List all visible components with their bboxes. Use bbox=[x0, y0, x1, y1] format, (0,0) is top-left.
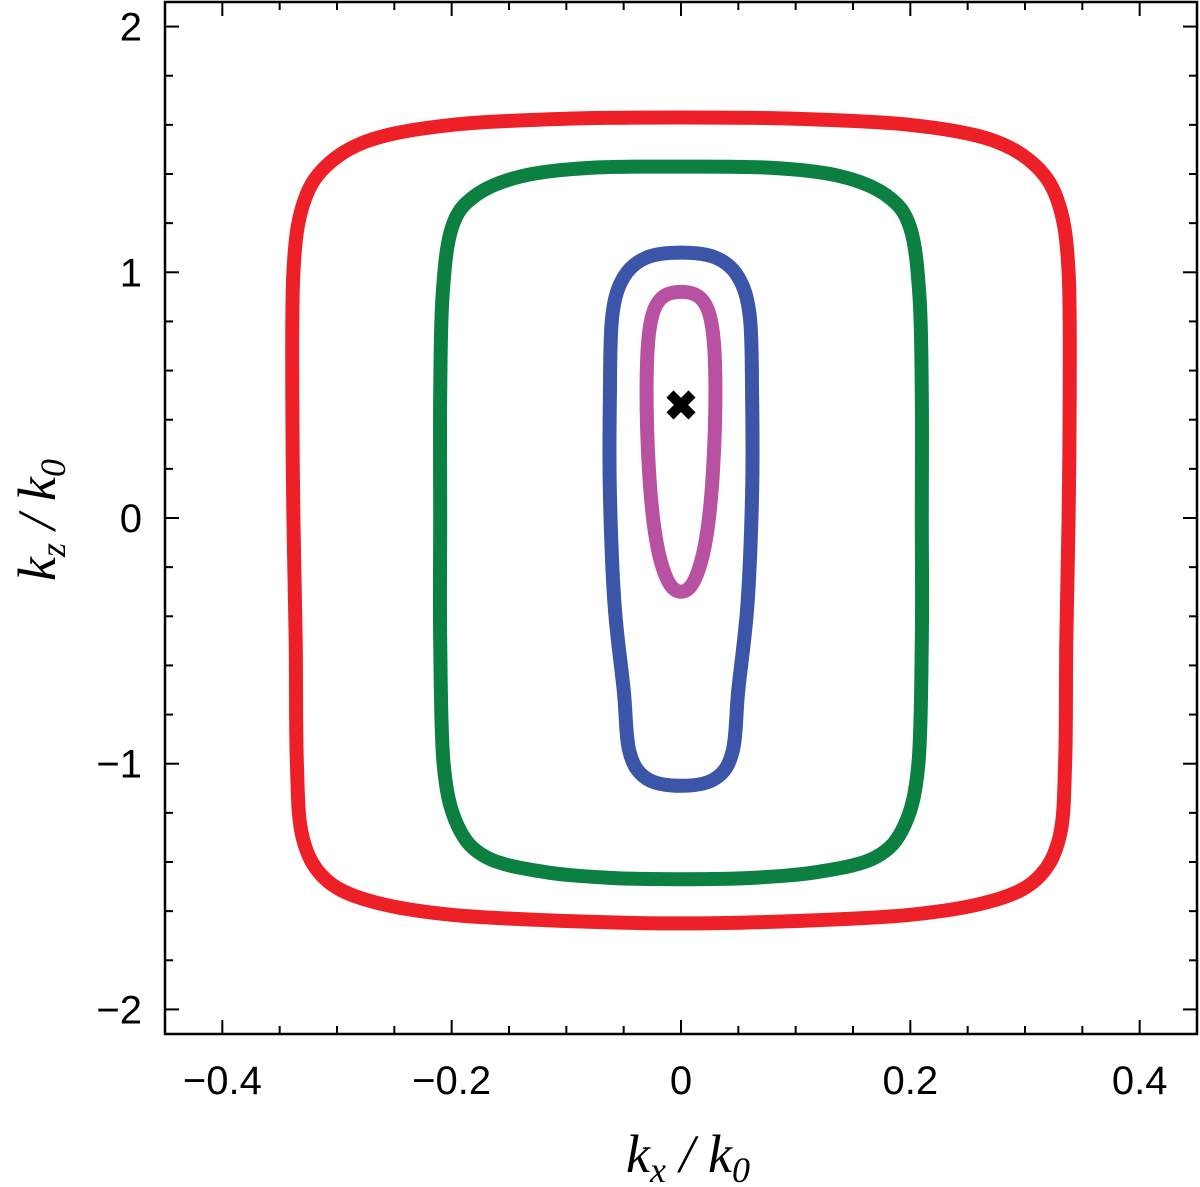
y-axis-ticks bbox=[165, 25, 1197, 1011]
contour-series-0 bbox=[285, 110, 1077, 931]
y-tick-label: 1 bbox=[120, 251, 142, 295]
x-tick-label: 0.2 bbox=[883, 1059, 939, 1103]
x-tick-label: 0.4 bbox=[1112, 1059, 1168, 1103]
x-axis-ticks bbox=[164, 2, 1198, 1034]
y-tick-label: −1 bbox=[96, 743, 142, 787]
contour-series-1 bbox=[432, 159, 930, 887]
x-tick-label: −0.4 bbox=[183, 1059, 262, 1103]
x-axis-tick-labels: −0.4 −0.2 0 0.2 0.4 bbox=[183, 1059, 1168, 1103]
marker-x bbox=[666, 390, 696, 420]
y-axis-tick-labels: −2 −1 0 1 2 bbox=[96, 6, 142, 1033]
x-tick-label: −0.2 bbox=[412, 1059, 491, 1103]
y-tick-label: −2 bbox=[96, 988, 142, 1032]
y-tick-label: 0 bbox=[120, 497, 142, 541]
x-axis-title: kx / k0 bbox=[626, 1124, 750, 1187]
contour-curves bbox=[285, 110, 1077, 931]
x-tick-label: 0 bbox=[670, 1059, 692, 1103]
contour-series-2 bbox=[602, 245, 760, 793]
y-axis-title: kz / k0 bbox=[7, 459, 73, 581]
contour-series-3 bbox=[639, 284, 723, 599]
y-tick-label: 2 bbox=[120, 6, 142, 50]
center-marker bbox=[666, 390, 696, 420]
